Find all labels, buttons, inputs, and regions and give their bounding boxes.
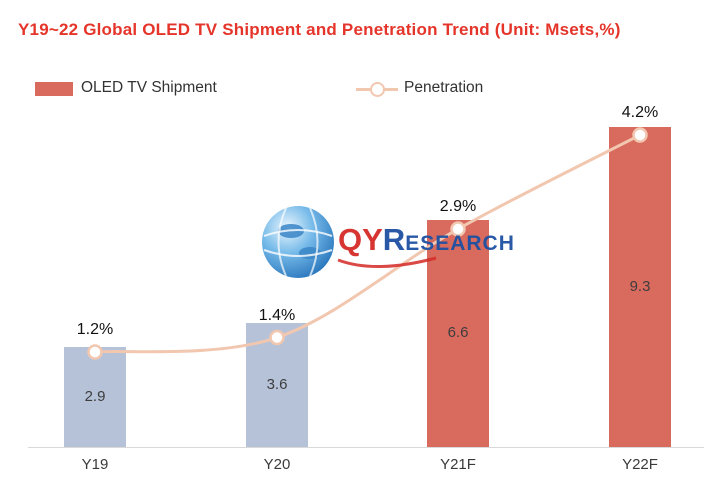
qyresearch-watermark: QYRESEARCH — [258, 196, 514, 292]
shipment-legend-label: OLED TV Shipment — [81, 79, 217, 96]
x-axis-label-y21f: Y21F — [440, 456, 476, 473]
penetration-label-y21f: 2.9% — [439, 198, 477, 216]
watermark-qy: QY — [338, 222, 383, 257]
penetration-label-y22f: 4.2% — [621, 104, 659, 121]
penetration-legend-marker-icon — [370, 82, 385, 97]
x-axis-label-y19: Y19 — [81, 456, 109, 473]
chart-title: Y19~22 Global OLED TV Shipment and Penet… — [18, 20, 621, 39]
bar-value-y22f: 9.3 — [629, 278, 651, 296]
penetration-legend-label: Penetration — [404, 79, 484, 96]
watermark-r: R — [382, 222, 406, 257]
bar-value-y19: 2.9 — [84, 388, 106, 406]
globe-icon — [262, 206, 334, 278]
bar-y19 — [64, 347, 126, 447]
x-axis-label-y20: Y20 — [263, 456, 291, 473]
penetration-label-y20: 1.4% — [258, 306, 296, 324]
x-axis-label-y22f: Y22F — [622, 456, 658, 473]
x-axis-line — [28, 447, 704, 448]
watermark-esearch: ESEARCH — [405, 232, 515, 255]
watermark-swoosh-icon — [337, 256, 437, 269]
bar-value-y21f: 6.6 — [447, 324, 469, 342]
shipment-legend-swatch — [35, 82, 73, 96]
bar-value-y20: 3.6 — [266, 376, 288, 394]
watermark-text: QYRESEARCH — [338, 222, 515, 258]
penetration-label-y19: 1.2% — [76, 321, 114, 338]
